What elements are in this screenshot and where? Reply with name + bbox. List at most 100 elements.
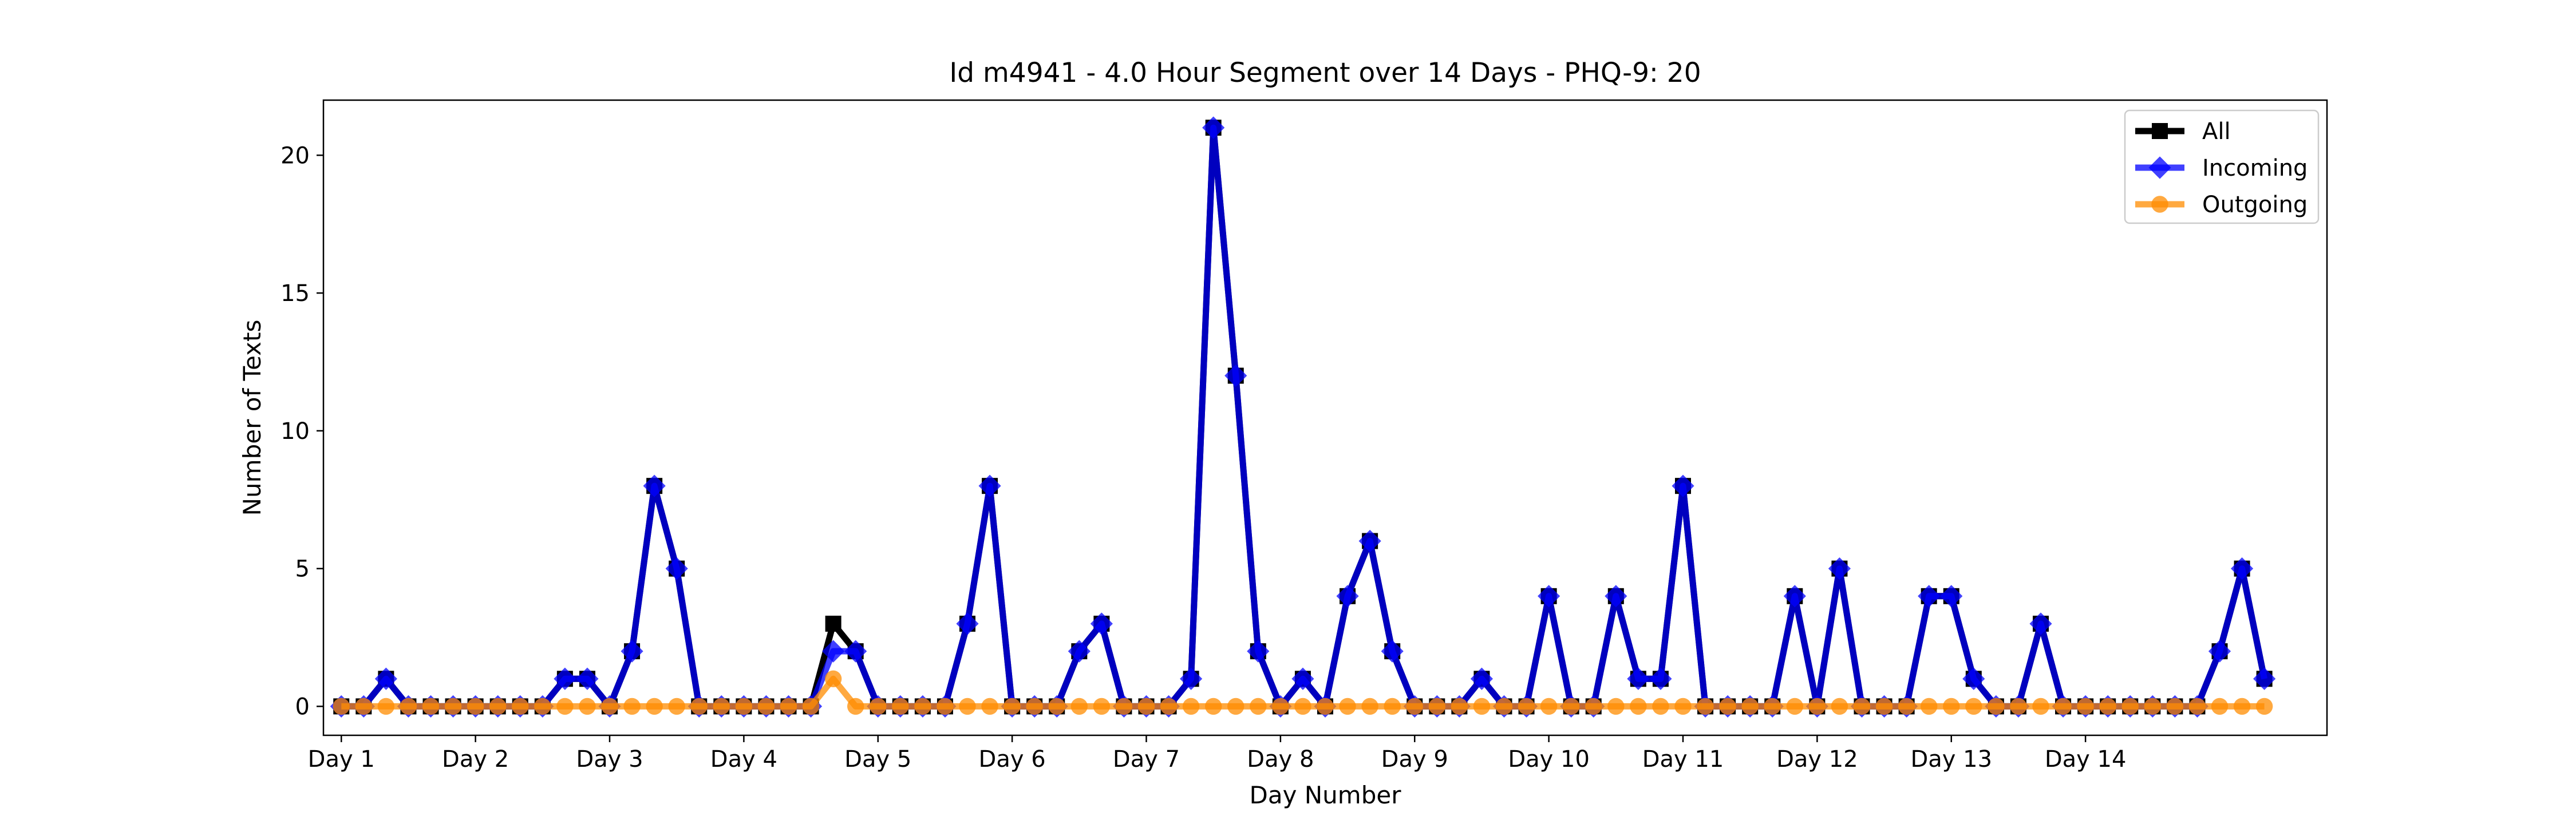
x-tick-label: Day 2: [442, 746, 509, 772]
data-point: [2166, 698, 2184, 715]
data-point: [1697, 698, 1714, 715]
legend: All Incoming Outgoing: [2124, 109, 2320, 224]
data-point: [2121, 698, 2139, 715]
legend-marker: [2151, 196, 2168, 213]
data-point: [333, 698, 350, 715]
data-point: [1605, 585, 1627, 608]
x-tick-label: Day 1: [308, 746, 375, 772]
data-point: [601, 698, 618, 715]
legend-label: All: [2202, 118, 2231, 145]
data-point: [2055, 698, 2072, 715]
data-point: [822, 640, 845, 663]
x-tick-label: Day 7: [1113, 746, 1180, 772]
data-point: [1068, 640, 1091, 663]
x-axis-ticks: Day 1 Day 2 Day 3 Day 4 Day 5 Day 6 Day 7 Day 8…: [308, 735, 2127, 772]
data-point: [1048, 698, 1065, 715]
data-point: [713, 698, 730, 715]
data-point: [2099, 698, 2116, 715]
data-point: [1093, 698, 1111, 715]
data-point: [1250, 698, 1267, 715]
data-point: [2010, 698, 2027, 715]
data-point: [1630, 698, 1647, 715]
data-point: [1808, 698, 1826, 715]
data-point: [1538, 585, 1560, 608]
data-point: [444, 698, 462, 715]
data-point: [824, 670, 842, 687]
data-point: [735, 698, 753, 715]
data-point: [1940, 585, 1963, 608]
x-tick-label: Day 5: [844, 746, 911, 772]
data-point: [981, 698, 998, 715]
data-point: [1607, 698, 1625, 715]
data-point: [1898, 698, 1915, 715]
data-point: [1358, 529, 1381, 553]
data-point: [377, 698, 395, 715]
data-point: [643, 474, 666, 497]
data-point: [1875, 698, 1893, 715]
data-point: [2144, 698, 2162, 715]
data-point: [1026, 698, 1043, 715]
x-tick-label: Day 12: [1776, 746, 1858, 772]
data-point: [1090, 612, 1113, 635]
data-point: [2208, 640, 2231, 663]
data-point: [576, 667, 599, 690]
data-point: [1562, 698, 1580, 715]
data-point: [534, 698, 551, 715]
data-point: [512, 698, 529, 715]
data-point: [1180, 667, 1203, 690]
data-point: [1674, 698, 1692, 715]
data-point: [1831, 698, 1848, 715]
data-point: [690, 698, 708, 715]
data-point: [1470, 667, 1494, 690]
data-point: [959, 698, 976, 715]
data-point: [844, 640, 867, 663]
data-point: [1786, 698, 1804, 715]
data-point: [489, 698, 507, 715]
x-axis-label: Day Number: [1249, 781, 1401, 809]
data-point: [914, 698, 931, 715]
plot-area-frame: [322, 99, 2328, 736]
data-point: [1137, 698, 1155, 715]
data-point: [1291, 667, 1314, 690]
y-axis-ticks: 0 5 10 15 20: [280, 142, 323, 720]
data-point: [1115, 698, 1133, 715]
data-point: [802, 698, 820, 715]
data-point: [1003, 698, 1021, 715]
data-point: [1518, 698, 1535, 715]
data-point: [1828, 557, 1851, 580]
x-tick-label: Day 6: [979, 746, 1046, 772]
data-point: [1202, 116, 1225, 139]
y-tick-label: 0: [295, 694, 310, 720]
data-point: [892, 698, 909, 715]
data-point: [1764, 698, 1781, 715]
data-point: [2211, 698, 2229, 715]
data-point: [2077, 698, 2094, 715]
data-point: [1070, 698, 1088, 715]
data-point: [467, 698, 484, 715]
x-tick-label: Day 9: [1381, 746, 1448, 772]
data-point: [1428, 698, 1446, 715]
data-point: [1160, 698, 1178, 715]
data-point: [1381, 640, 1404, 663]
x-tick-label: Day 14: [2045, 746, 2127, 772]
data-point: [1672, 474, 1694, 497]
data-point: [2188, 698, 2206, 715]
data-point: [668, 698, 685, 715]
data-point: [1247, 640, 1270, 663]
data-point: [2032, 698, 2049, 715]
data-point: [1965, 698, 1982, 715]
series-outgoing: [333, 670, 2273, 715]
data-point: [2253, 667, 2276, 690]
legend-frame: [2124, 109, 2320, 224]
x-tick-label: Day 8: [1247, 746, 1314, 772]
data-point: [780, 698, 797, 715]
data-point: [1962, 667, 1985, 690]
data-point: [1783, 585, 1806, 608]
data-point: [1227, 698, 1244, 715]
data-point: [1853, 698, 1871, 715]
data-point: [1406, 698, 1423, 715]
data-point: [374, 667, 397, 690]
data-point: [1943, 698, 1960, 715]
data-point: [2029, 612, 2052, 635]
